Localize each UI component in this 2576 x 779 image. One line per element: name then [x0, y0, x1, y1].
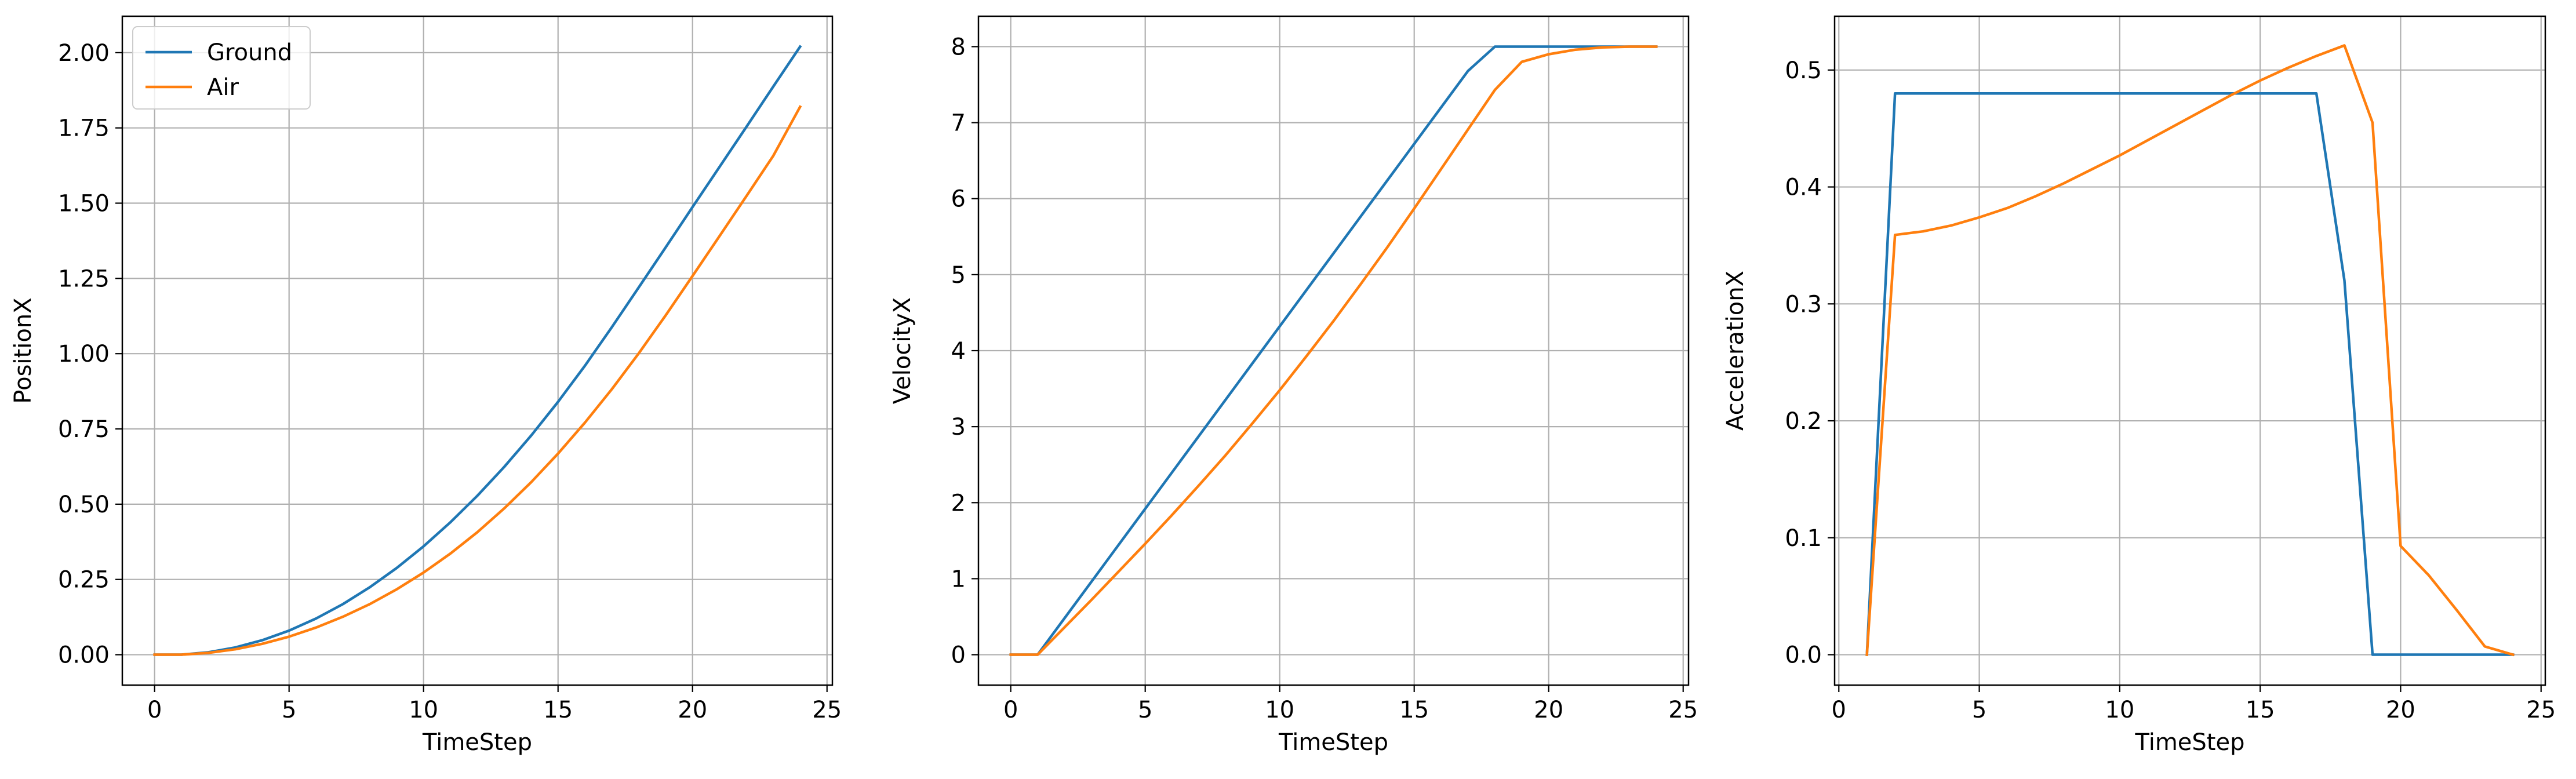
- position-ytick-label-2: 0.50: [58, 492, 110, 518]
- position-legend-air-label: Air: [207, 74, 239, 101]
- velocity-xtick-label-0: 0: [1003, 697, 1018, 723]
- velocity-ytick-label-1: 1: [951, 566, 966, 592]
- acceleration-ytick-label-1: 0.1: [1785, 525, 1822, 552]
- position-ytick-label-8: 2.00: [58, 40, 110, 67]
- position-legend-ground-label: Ground: [207, 39, 292, 66]
- velocity-ytick-label-7: 7: [951, 110, 966, 137]
- acceleration-ytick-label-4: 0.4: [1785, 174, 1822, 201]
- position-ytick-label-6: 1.50: [58, 191, 110, 217]
- acceleration-xtick-label-3: 15: [2246, 697, 2275, 723]
- velocity-xtick-label-3: 15: [1399, 697, 1429, 723]
- position-ytick-label-0: 0.00: [58, 642, 110, 669]
- position-ytick-label-5: 1.25: [58, 265, 110, 292]
- position-ytick-label-7: 1.75: [58, 115, 110, 142]
- position-xtick-label-0: 0: [147, 697, 162, 723]
- position-air-line: [153, 105, 802, 656]
- acceleration-xlabel: TimeStep: [2135, 729, 2245, 756]
- acceleration-chart: 0 5 10 15 20 25 0.0 0.1 0.2 0.3 0.4 0.5 TimeStep Acce…: [1722, 15, 2556, 756]
- acceleration-series-0-line: [1865, 92, 2515, 656]
- position-chart: 0 5 10 15 20 25 0.00 0.25 0.50 0.75 1.00 1.25 1.50 1.…: [10, 15, 842, 756]
- velocity-ytick-label-4: 4: [951, 338, 966, 365]
- position-axes-frame: [121, 15, 834, 686]
- position-xtick-label-2: 10: [409, 697, 438, 723]
- position-ytick-label-3: 0.75: [58, 416, 110, 443]
- position-ylabel: PositionX: [10, 297, 37, 403]
- velocity-series-1-line: [1009, 45, 1658, 656]
- position-xtick-label-3: 15: [543, 697, 573, 723]
- acceleration-xtick-label-2: 10: [2105, 697, 2134, 723]
- acceleration-xtick-label-4: 20: [2386, 697, 2415, 723]
- velocity-chart: 0 5 10 15 20 25 0 1 2 3 4 5 6 7 8 TimeStep VelocityX: [889, 15, 1698, 756]
- acceleration-ylabel: AccelerationX: [1722, 271, 1749, 431]
- velocity-ytick-label-8: 8: [951, 34, 966, 60]
- acceleration-xtick-label-1: 5: [1972, 697, 1986, 723]
- acceleration-xtick-label-5: 25: [2526, 697, 2556, 723]
- velocity-ytick-label-3: 3: [951, 414, 966, 441]
- velocity-xlabel: TimeStep: [1278, 729, 1388, 756]
- position-xtick-label-4: 20: [678, 697, 707, 723]
- position-ground-line: [153, 45, 802, 656]
- position-xlabel: TimeStep: [422, 729, 532, 756]
- velocity-ytick-label-2: 2: [951, 490, 966, 516]
- acceleration-xtick-label-0: 0: [1832, 697, 1846, 723]
- velocity-ytick-label-0: 0: [951, 642, 966, 669]
- velocity-xtick-label-4: 20: [1534, 697, 1563, 723]
- velocity-ylabel: VelocityX: [889, 297, 916, 404]
- acceleration-ytick-label-0: 0.0: [1785, 642, 1822, 669]
- velocity-xtick-label-5: 25: [1668, 697, 1698, 723]
- position-xtick-label-5: 25: [812, 697, 842, 723]
- position-legend: Ground Air: [132, 26, 311, 110]
- position-xtick-label-1: 5: [282, 697, 296, 723]
- position-ytick-label-1: 0.25: [58, 567, 110, 594]
- velocity-xtick-label-1: 5: [1138, 697, 1152, 723]
- velocity-ytick-label-5: 5: [951, 262, 966, 289]
- velocity-ytick-label-6: 6: [951, 186, 966, 213]
- acceleration-ytick-label-5: 0.5: [1785, 57, 1822, 84]
- acceleration-series-1-line: [1865, 44, 2515, 657]
- velocity-xtick-label-2: 10: [1265, 697, 1294, 723]
- acceleration-axes-frame: [1833, 15, 2546, 686]
- position-ytick-label-4: 1.00: [58, 341, 110, 367]
- acceleration-ytick-label-2: 0.2: [1785, 408, 1822, 435]
- position-legend-box: [132, 26, 311, 110]
- acceleration-ytick-label-3: 0.3: [1785, 291, 1822, 318]
